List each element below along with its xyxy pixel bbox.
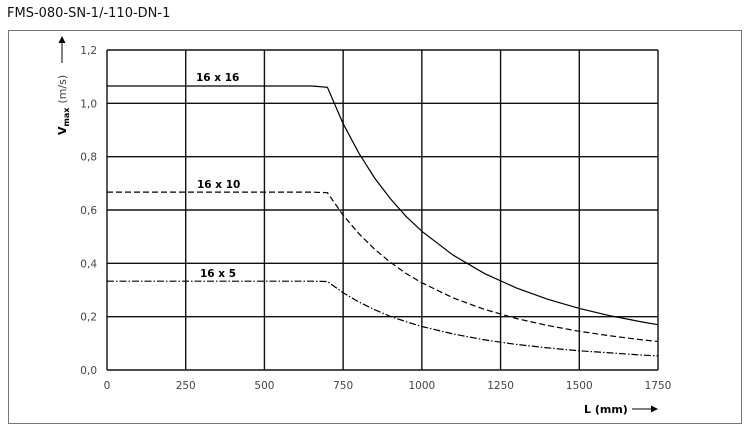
y-tick-label: 0,2: [80, 312, 97, 324]
x-tick-label: 1750: [645, 380, 672, 392]
series-label-16x5: 16 x 5: [200, 268, 236, 280]
x-axis-label: L (mm): [584, 403, 658, 416]
svg-text:Vmax(m/s): Vmax (m/s): [56, 75, 71, 135]
series-label-16x10: 16 x 10: [197, 179, 240, 191]
series-line-16x5: [107, 280, 659, 357]
x-tick-label: 1500: [566, 380, 593, 392]
series-line-16x10: [107, 191, 659, 343]
x-tick-label: 0: [104, 380, 111, 392]
y-tick-label: 0,8: [80, 152, 97, 164]
svg-text:L (mm): L (mm): [584, 403, 628, 416]
series-line-16x16: [107, 85, 659, 326]
x-tick-label: 500: [254, 380, 274, 392]
y-tick-label: 0,6: [80, 205, 97, 217]
y-label-unit: (m/s): [56, 75, 69, 104]
x-tick-label: 1250: [487, 380, 514, 392]
y-tick-label: 1,2: [80, 45, 97, 57]
y-tick-label: 1,0: [80, 98, 97, 110]
y-arrowhead-icon: [58, 36, 66, 43]
chart-frame: [8, 30, 742, 424]
x-tick-label: 250: [176, 380, 196, 392]
x-tick-label: 1000: [408, 380, 435, 392]
tick-labels: 0,0 0,2 0,4 0,6 0,8 1,0 1,2 0 250 500 750 1000 1250 1…: [80, 45, 671, 392]
series-label-16x16: 16 x 16: [196, 72, 239, 84]
y-label-sub: max: [62, 107, 71, 127]
y-tick-label: 0,4: [80, 258, 97, 270]
grid: [106, 49, 659, 371]
y-axis-label: Vmax (m/s): [56, 36, 71, 135]
x-tick-label: 750: [333, 380, 353, 392]
series-lines: [107, 85, 659, 357]
y-tick-label: 0,0: [80, 365, 97, 377]
series-labels: 16 x 16 16 x 10 16 x 5: [196, 72, 240, 280]
chart-title: FMS-080-SN-1/-110-DN-1: [7, 6, 171, 21]
x-arrowhead-icon: [651, 405, 658, 413]
y-label-main: V: [56, 126, 69, 135]
x-label: L (mm): [584, 403, 628, 416]
